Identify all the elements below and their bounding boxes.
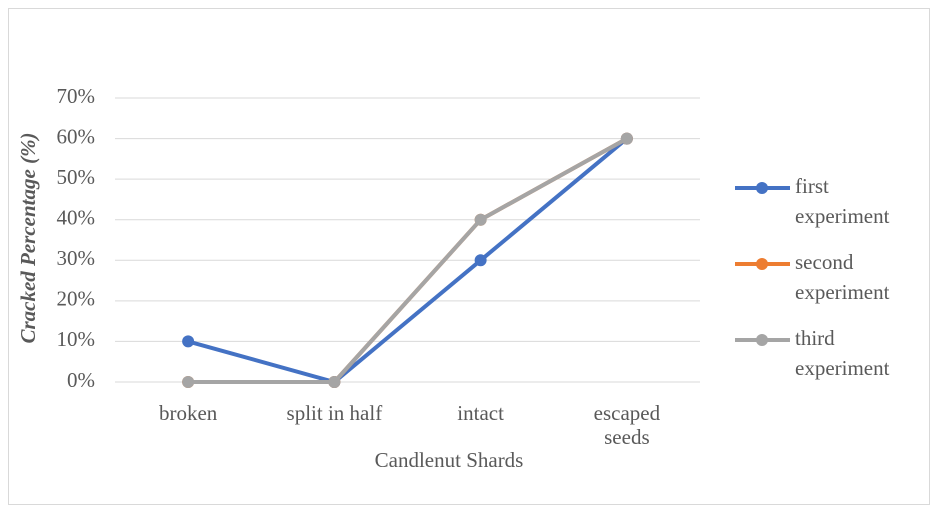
data-point <box>474 254 487 267</box>
y-tick-label: 70% <box>57 84 96 108</box>
y-tick-label: 60% <box>57 124 96 148</box>
legend-marker <box>756 258 768 270</box>
legend-marker <box>756 182 768 194</box>
x-tick-label: broken <box>159 401 218 425</box>
chart-frame <box>8 8 930 505</box>
y-tick-label: 40% <box>57 206 96 230</box>
x-tick-label: split in half <box>287 401 383 425</box>
x-tick-label: escaped seeds <box>594 401 661 449</box>
data-point <box>328 376 341 388</box>
x-tick-label: intact <box>457 401 504 425</box>
y-tick-label: 10% <box>57 327 96 351</box>
series-line <box>188 136 628 384</box>
y-tick-label: 50% <box>57 165 96 189</box>
legend-label: first experiment <box>795 174 890 228</box>
y-tick-label: 0% <box>67 368 95 392</box>
y-tick-label: 30% <box>57 246 96 270</box>
x-axis-label: Candlenut Shards <box>375 448 524 472</box>
data-point <box>182 335 195 348</box>
y-tick-label: 20% <box>57 287 96 311</box>
data-point <box>474 213 487 226</box>
y-axis-label: Cracked Percentage (%) <box>16 132 40 343</box>
legend-label: third experiment <box>795 326 890 380</box>
data-point <box>182 376 195 388</box>
series-line <box>187 137 629 384</box>
data-point <box>620 132 633 145</box>
legend-label: second experiment <box>795 250 890 304</box>
legend-marker <box>756 334 768 346</box>
